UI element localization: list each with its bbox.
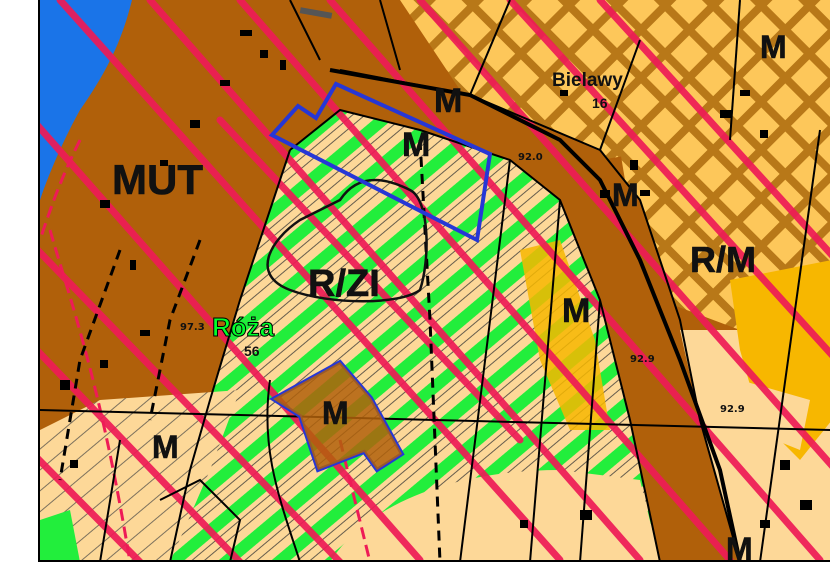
elevation-e1: 92.0 [518, 152, 543, 163]
main-road-line [329, 68, 742, 560]
black-dashed-lines [58, 139, 442, 560]
agricultural-patch [740, 380, 810, 450]
tan-hatch-zone-southwest [40, 390, 240, 560]
place-number-roza: 56 [244, 343, 260, 359]
zone-label-rzl: R/ZI [308, 263, 380, 305]
zone-label-m-edge-right: M [760, 29, 787, 65]
crosshatch-zone-north [400, 0, 830, 160]
zone-label-m-mid-right: M [562, 292, 590, 330]
plot-fill-lower [273, 362, 402, 470]
zone-label-m-lower-left: M [152, 429, 179, 465]
zone-label-rm: R/M [690, 239, 756, 280]
red-hatch-lines [40, 0, 830, 560]
rzl-area-outline [266, 178, 428, 303]
parcel-boundaries [40, 0, 830, 560]
zone-label-m-east: M [612, 177, 639, 213]
map-frame: MUT M M R/ZI M M R/M M M M M Bielawy 16 … [38, 0, 830, 562]
zone-label-mut: MUT [112, 156, 203, 203]
zone-label-m-bottom-right: M [726, 531, 753, 562]
grey-mark [299, 7, 333, 19]
zoning-map: MUT M M R/ZI M M R/M M M M M Bielawy 16 … [40, 0, 830, 562]
orange-wedge [520, 240, 610, 430]
green-corner [40, 510, 80, 560]
place-name-bielawy: Bielawy [552, 70, 623, 91]
place-number-bielawy: 16 [592, 95, 608, 111]
zone-label-m-plot-lower: M [322, 395, 349, 431]
plot-outline-upper [268, 81, 493, 244]
place-name-roza: Róża [212, 312, 275, 342]
zone-label-m-top: M [434, 82, 462, 120]
elevation-e3: 97.3 [180, 322, 205, 333]
building-marks [60, 30, 812, 528]
elevation-e4: 92.9 [720, 404, 745, 415]
elevation-e2: 92.9 [630, 354, 655, 365]
zone-label-m-plot-upper: M [402, 126, 430, 164]
